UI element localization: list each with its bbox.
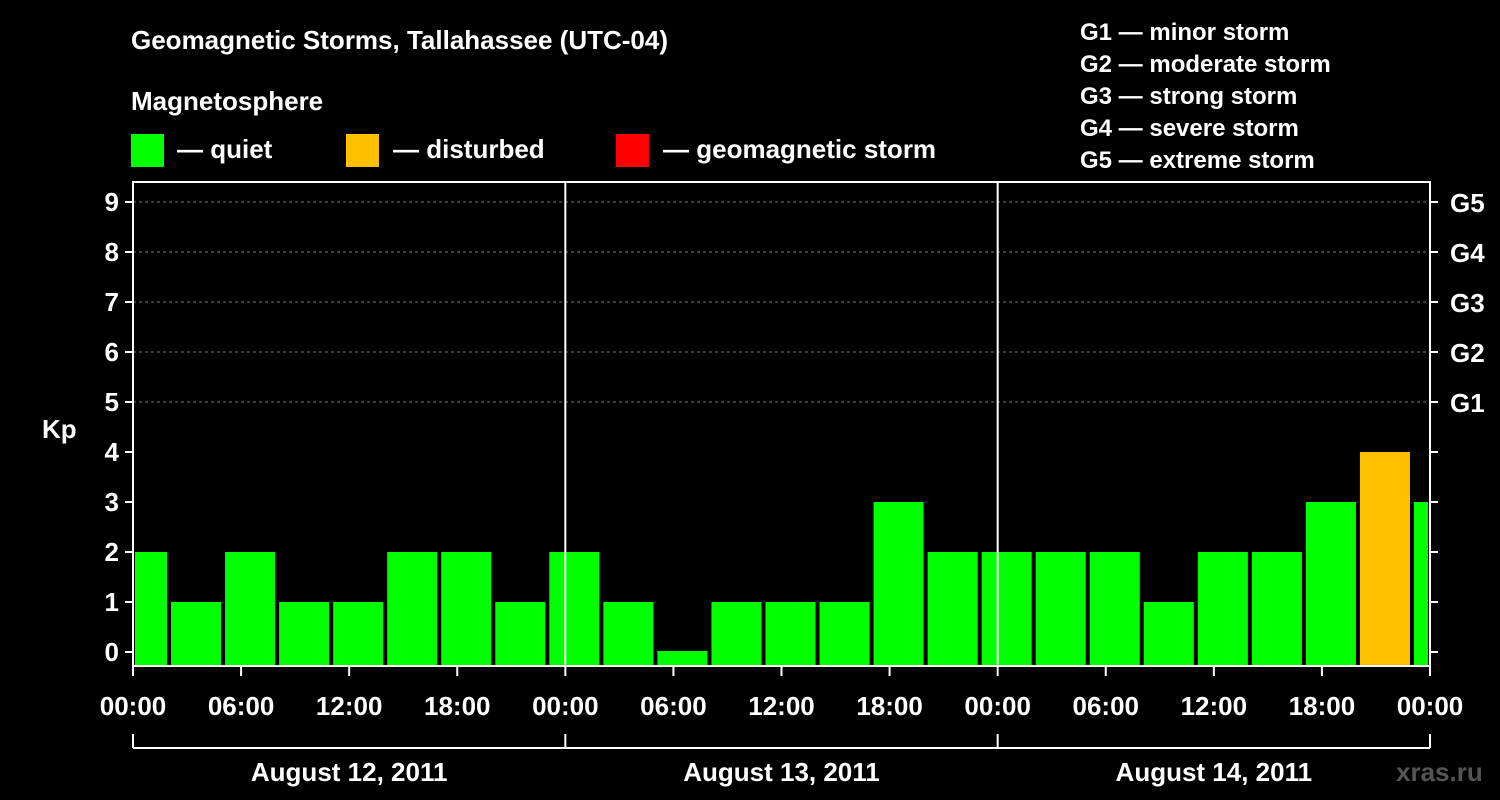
- kp-bar-8: [549, 552, 600, 666]
- y-axis-label: Kp: [42, 414, 77, 444]
- storm-scale-g2: G2 — moderate storm: [1080, 51, 1331, 78]
- x-tick-label: 06:00: [1073, 691, 1140, 721]
- storm-level-label: G1: [1450, 388, 1485, 418]
- x-tick-label: 00:00: [100, 691, 167, 721]
- x-tick-label: 18:00: [424, 691, 491, 721]
- x-tick-label: 00:00: [964, 691, 1031, 721]
- kp-bar-2: [225, 552, 276, 666]
- storm-scale-g3: G3 — strong storm: [1080, 83, 1298, 110]
- storm-scale-g1: G1 — minor storm: [1080, 19, 1290, 46]
- y-tick-label: 2: [105, 537, 119, 567]
- x-tick-label: 06:00: [640, 691, 707, 721]
- kp-bar-5: [387, 552, 438, 666]
- chart-title: Geomagnetic Storms, Tallahassee (UTC-04): [131, 25, 669, 55]
- y-tick-label: 6: [105, 337, 119, 367]
- kp-bar-16: [981, 552, 1032, 666]
- x-tick-label: 06:00: [208, 691, 275, 721]
- day-label: August 14, 2011: [1116, 757, 1313, 787]
- x-tick-label: 00:00: [1397, 691, 1464, 721]
- day-label: August 13, 2011: [683, 757, 880, 787]
- kp-bar-1: [171, 602, 222, 666]
- x-tick-label: 12:00: [1181, 691, 1248, 721]
- x-tick-label: 18:00: [1289, 691, 1356, 721]
- storm-scale-g4: G4 — severe storm: [1080, 115, 1299, 142]
- kp-bar-15: [927, 552, 978, 666]
- kp-bar-4: [333, 602, 384, 666]
- storm-level-label: G5: [1450, 188, 1485, 218]
- x-tick-label: 18:00: [856, 691, 923, 721]
- kp-bar-22: [1305, 502, 1356, 666]
- chart-subtitle: Magnetosphere: [131, 86, 324, 116]
- kp-bar-21: [1251, 552, 1302, 666]
- day-label: August 12, 2011: [251, 757, 448, 787]
- kp-bar-13: [819, 602, 870, 666]
- kp-bar-12: [765, 602, 816, 666]
- watermark: xras.ru: [1396, 757, 1483, 787]
- legend-swatch-quiet: [131, 134, 164, 167]
- storm-level-label: G2: [1450, 338, 1485, 368]
- y-tick-label: 8: [105, 237, 119, 267]
- kp-bar-9: [603, 602, 654, 666]
- legend-label-storm: — geomagnetic storm: [663, 134, 937, 164]
- storm-scale-g5: G5 — extreme storm: [1080, 147, 1315, 174]
- kp-bar-7: [495, 602, 546, 666]
- legend-swatch-disturbed: [346, 134, 379, 167]
- kp-bar-18: [1089, 552, 1140, 666]
- kp-bar-14: [873, 502, 924, 666]
- storm-level-label: G4: [1450, 238, 1485, 268]
- kp-bar-24: [1413, 502, 1428, 666]
- kp-bar-20: [1197, 552, 1248, 666]
- kp-bar-17: [1035, 552, 1086, 666]
- y-tick-label: 9: [105, 187, 119, 217]
- storm-scale-legend: G1 — minor storm G2 — moderate storm G3 …: [1080, 17, 1331, 177]
- legend-label-disturbed: — disturbed: [393, 134, 545, 164]
- kp-bar-10: [657, 651, 708, 666]
- y-tick-label: 5: [105, 387, 119, 417]
- x-tick-label: 00:00: [532, 691, 599, 721]
- kp-bar-0: [135, 552, 168, 666]
- kp-bar-19: [1143, 602, 1194, 666]
- legend-label-quiet: — quiet: [177, 134, 273, 164]
- kp-bar-6: [441, 552, 492, 666]
- y-tick-label: 1: [105, 587, 119, 617]
- kp-bar-23: [1359, 452, 1410, 666]
- y-tick-label: 0: [105, 637, 119, 667]
- legend-swatch-storm: [616, 134, 649, 167]
- y-tick-label: 3: [105, 487, 119, 517]
- x-tick-label: 12:00: [316, 691, 383, 721]
- storm-level-label: G3: [1450, 288, 1485, 318]
- kp-bar-11: [711, 602, 762, 666]
- x-tick-label: 12:00: [748, 691, 815, 721]
- y-tick-label: 7: [105, 287, 119, 317]
- y-tick-label: 4: [105, 437, 120, 467]
- kp-bar-3: [279, 602, 330, 666]
